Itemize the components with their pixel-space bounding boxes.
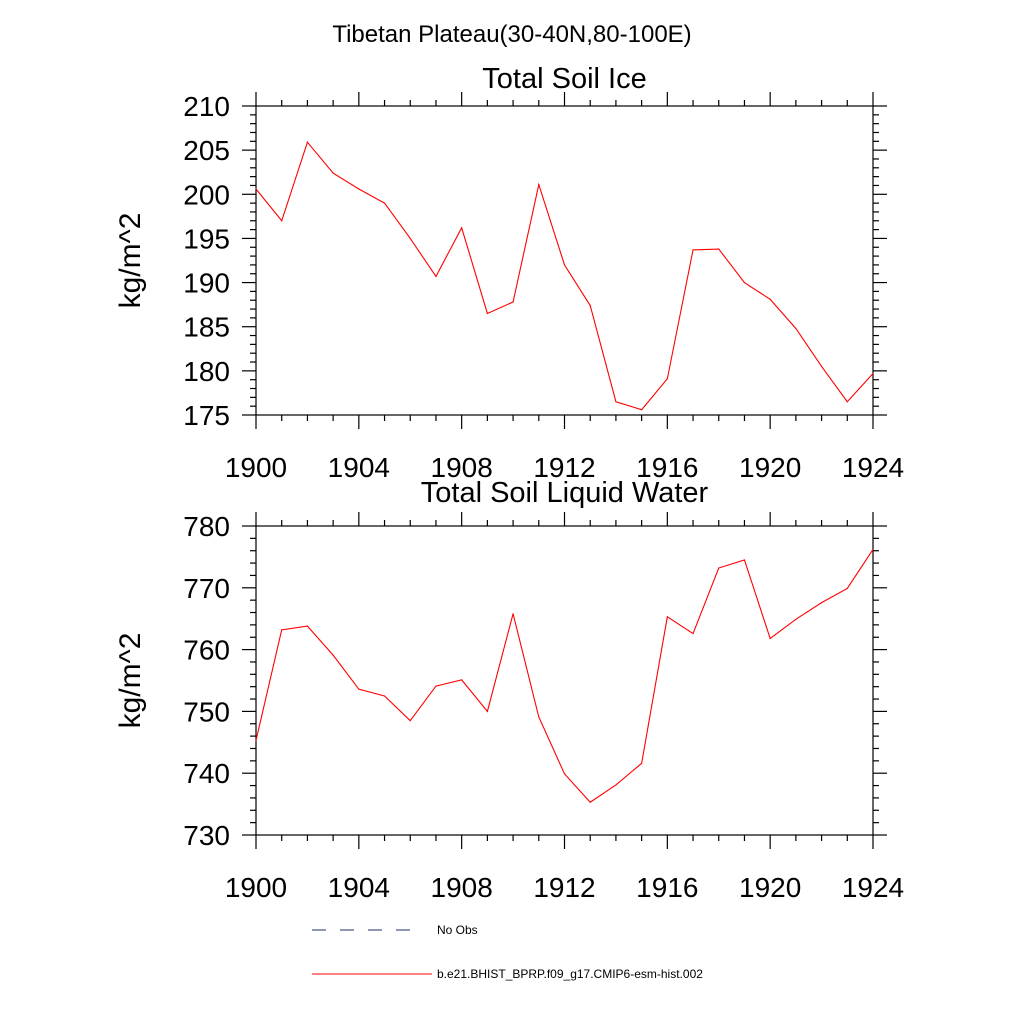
data-point-1901 [281,220,283,222]
data-point-1913 [589,304,591,307]
data-point-1902 [306,141,309,143]
y-tick-label-205: 205 [183,135,230,166]
x-tick-label-1912: 1912 [533,452,595,483]
data-point-1911 [538,716,540,718]
data-point-1913 [589,801,591,803]
data-point-1918 [718,248,720,250]
data-point-1914 [615,784,617,786]
data-point-1916 [666,616,668,618]
panel-title: Total Soil Ice [482,63,646,95]
y-tick-label-195: 195 [183,223,230,254]
data-point-1923 [846,587,848,590]
data-point-1903 [332,654,334,656]
x-tick-label-1900: 1900 [225,872,287,903]
x-tick-label-1924: 1924 [842,872,904,903]
data-point-1907 [435,685,437,687]
data-point-1922 [820,365,823,368]
legend-label-no-obs: No Obs [437,923,478,937]
data-point-1921 [795,618,797,620]
y-axis-ticks: 175 180 185 190 195 200 205 210 [183,91,887,431]
x-tick-label-1904: 1904 [328,452,390,483]
y-tick-label-185: 185 [183,312,230,343]
data-point-1900 [255,739,257,742]
y-tick-label-740: 740 [183,758,230,789]
y-tick-label-210: 210 [183,91,230,122]
data-point-1918 [718,567,720,569]
series-line-total-soil-liquid-water [255,549,874,803]
data-point-1924 [872,548,874,551]
x-tick-label-1920: 1920 [739,872,801,903]
series-points [255,548,874,803]
data-point-1919 [743,281,746,284]
y-tick-label-770: 770 [183,573,230,604]
data-point-1909 [486,710,488,713]
data-point-1904 [358,688,360,690]
x-tick-label-1920: 1920 [739,452,801,483]
data-point-1919 [743,559,746,561]
plot-frame [255,525,874,836]
data-point-1901 [281,629,283,631]
data-point-1922 [820,602,823,604]
x-tick-label-1908: 1908 [431,452,493,483]
data-point-1915 [641,762,643,764]
data-point-1904 [358,188,360,190]
data-point-1915 [641,409,643,411]
data-point-1905 [383,202,386,204]
y-axis-label: kg/m^2 [114,633,147,729]
x-axis-ticks: 1900 1904 1908 1912 1916 1920 1924 [225,92,904,483]
y-axis-label: kg/m^2 [114,213,147,309]
data-point-1905 [383,695,386,697]
y-tick-label-750: 750 [183,696,230,727]
data-point-1914 [615,401,617,403]
data-point-1908 [461,679,463,681]
legend: No Obs b.e21.BHIST_BPRP.f09_g17.CMIP6-es… [312,923,703,981]
x-tick-label-1900: 1900 [225,452,287,483]
data-point-1924 [872,372,874,375]
y-tick-label-200: 200 [183,179,230,210]
series-points [255,141,874,411]
data-point-1906 [409,720,411,722]
x-axis-ticks: 1900 1904 1908 1912 1916 1920 1924 [225,512,904,903]
data-point-1923 [846,401,848,403]
data-point-1907 [435,275,437,277]
y-tick-label-175: 175 [183,400,230,431]
data-point-1903 [332,172,334,174]
series-line-total-soil-ice [255,141,874,411]
x-tick-label-1916: 1916 [636,872,698,903]
x-tick-label-1908: 1908 [431,872,493,903]
plot-frame [255,105,874,416]
y-tick-label-780: 780 [183,511,230,542]
data-point-1906 [409,237,411,240]
data-point-1909 [486,312,488,315]
data-point-1920 [769,298,771,300]
x-tick-label-1912: 1912 [533,872,595,903]
figure-title: Tibetan Plateau(30-40N,80-100E) [332,21,691,48]
panel-title: Total Soil Liquid Water [421,477,709,509]
data-point-1917 [692,249,694,251]
data-point-1912 [563,264,566,266]
legend-label-model-run: b.e21.BHIST_BPRP.f09_g17.CMIP6-esm-hist.… [437,967,703,981]
data-point-1910 [512,613,514,615]
data-point-1920 [769,637,771,640]
data-point-1902 [306,625,309,627]
data-point-1917 [692,632,694,635]
x-tick-label-1904: 1904 [328,872,390,903]
x-tick-label-1924: 1924 [842,452,904,483]
data-point-1900 [255,188,257,190]
y-tick-label-760: 760 [183,635,230,666]
data-point-1921 [795,327,797,330]
data-point-1912 [563,773,566,775]
data-point-1908 [461,227,463,229]
x-tick-label-1916: 1916 [636,452,698,483]
data-point-1911 [538,183,540,186]
y-tick-label-730: 730 [183,820,230,851]
panel-total-soil-ice: Total Soil Ice kg/m^2 1900 1904 1908 1912 1916… [114,63,904,483]
data-point-1910 [512,301,514,303]
data-point-1916 [666,378,668,380]
y-axis-ticks: 730 740 750 760 770 780 [183,511,887,851]
y-tick-label-190: 190 [183,268,230,299]
y-tick-label-180: 180 [183,356,230,387]
